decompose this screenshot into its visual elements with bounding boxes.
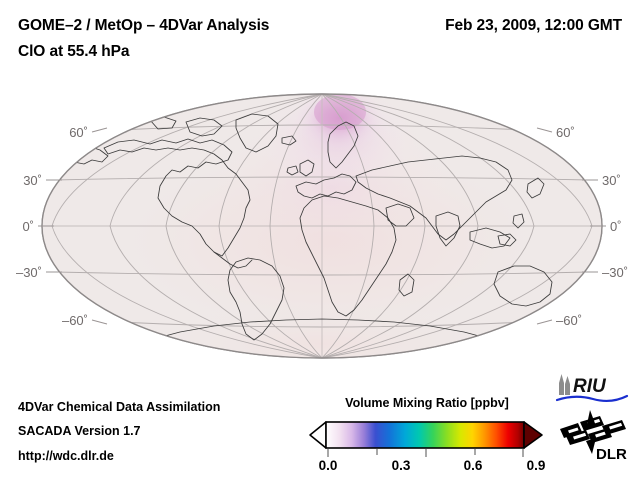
meridian-60e xyxy=(321,94,426,358)
meridian-90w xyxy=(165,94,323,358)
riu-wordmark: RIU xyxy=(573,376,607,397)
coastline-greenland xyxy=(235,113,279,153)
coastline-philippines xyxy=(512,213,525,229)
coastlines xyxy=(61,113,575,358)
coastline-british-isles xyxy=(299,159,315,177)
coastline-new-zealand xyxy=(560,295,575,315)
coastline-canadian-arctic xyxy=(185,117,223,137)
coastline-madagascar xyxy=(398,273,415,297)
lat-label-right-30s: –30˚ xyxy=(602,265,628,280)
riu-spires-icon xyxy=(559,374,570,395)
colorbar-ticks xyxy=(327,449,524,457)
coastline-japan xyxy=(526,177,545,199)
lat-label-left-30s: –30˚ xyxy=(16,265,42,280)
colorbar: Volume Mixing Ratio [ppbv] xyxy=(306,396,548,472)
latitude-labels-left: 60˚ 30˚ 0˚ –30˚ –60˚ xyxy=(16,125,88,328)
latitude-ticks xyxy=(38,127,606,325)
coastline-africa xyxy=(299,195,397,317)
coastline-scandinavia xyxy=(327,121,359,169)
coastline-asia xyxy=(355,155,513,241)
riu-wave-icon xyxy=(555,394,629,403)
coastline-south-america xyxy=(227,257,285,341)
colorbar-tick-3: 0.9 xyxy=(527,458,546,472)
meridian-30w xyxy=(269,94,323,358)
colorbar-max-arrow xyxy=(523,421,543,449)
colorbar-tick-0: 0.0 xyxy=(319,458,338,472)
world-map-panel: 60˚ 30˚ 0˚ –30˚ –60˚ 60˚ 30˚ 0˚ –30˚ –60… xyxy=(0,76,640,376)
timestamp-label: Feb 23, 2009, 12:00 GMT xyxy=(445,17,622,34)
coastline-north-america xyxy=(103,138,251,257)
latitude-labels-right: 60˚ 30˚ 0˚ –30˚ –60˚ xyxy=(556,125,628,328)
coastline-india xyxy=(435,211,461,247)
page-title: GOME–2 / MetOp – 4DVar Analysis xyxy=(18,17,270,34)
dlr-logo: DLR xyxy=(560,410,627,463)
credit-assimilation: 4DVar Chemical Data Assimilation xyxy=(18,400,221,414)
coastline-borneo xyxy=(497,233,517,247)
coastline-australia xyxy=(493,265,553,307)
lat-label-right-60n: 60˚ xyxy=(556,125,575,140)
lat-label-right-60s: –60˚ xyxy=(556,313,582,328)
colorbar-tick-2: 0.6 xyxy=(464,458,483,472)
meridian-90e xyxy=(321,94,479,358)
colorbar-title: Volume Mixing Ratio [ppbv] xyxy=(345,396,509,410)
coastline-iceland xyxy=(281,135,297,146)
colorbar-tick-1: 0.3 xyxy=(392,458,411,472)
lat-label-left-60s: –60˚ xyxy=(62,313,88,328)
colorbar-scale: 0.0 0.3 0.6 0.9 xyxy=(309,421,546,472)
coastline-central-america xyxy=(213,251,253,269)
coastline-ireland xyxy=(286,165,299,176)
coastline-europe xyxy=(295,173,357,199)
coastline-indonesia xyxy=(469,227,511,249)
meridian-30e xyxy=(321,94,375,358)
colorbar-min-arrow xyxy=(309,421,327,449)
mollweide-map: 60˚ 30˚ 0˚ –30˚ –60˚ 60˚ 30˚ 0˚ –30˚ –60… xyxy=(16,93,628,359)
lat-label-left-0: 0˚ xyxy=(22,219,34,234)
dlr-mark-icon xyxy=(560,410,626,454)
lat-label-right-30n: 30˚ xyxy=(602,173,621,188)
lat-label-left-60n: 60˚ xyxy=(69,125,88,140)
meridian-60w xyxy=(218,94,323,358)
dlr-wordmark: DLR xyxy=(596,446,627,463)
page-subtitle: ClO at 55.4 hPa xyxy=(18,43,130,60)
lat-label-left-30n: 30˚ xyxy=(23,173,42,188)
colorbar-gradient xyxy=(325,421,525,449)
plume-peak xyxy=(314,94,366,130)
credit-version: SACADA Version 1.7 xyxy=(18,424,141,438)
credit-url[interactable]: http://wdc.dlr.de xyxy=(18,449,114,463)
lat-label-right-0: 0˚ xyxy=(610,219,622,234)
coastline-arabia xyxy=(385,203,415,227)
riu-logo: RIU xyxy=(555,374,629,403)
colorbar-tick-labels: 0.0 0.3 0.6 0.9 xyxy=(319,458,546,472)
coastline-antarctica xyxy=(149,318,495,358)
